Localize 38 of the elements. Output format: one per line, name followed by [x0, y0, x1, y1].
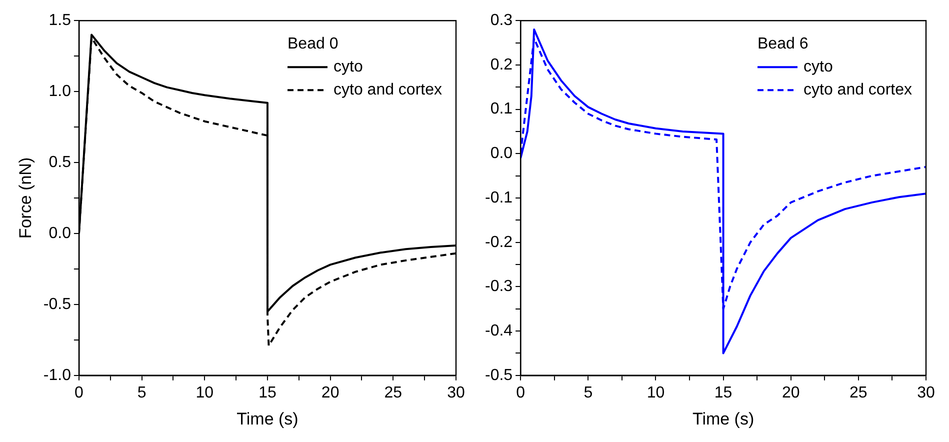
- y-tick-label: 0.0: [48, 224, 72, 242]
- y-axis-title: Force (nN): [16, 157, 35, 239]
- x-tick-label: 0: [516, 384, 526, 402]
- x-tick-label: 0: [74, 384, 84, 402]
- x-tick-label: 20: [782, 384, 800, 402]
- y-tick-label: 1.5: [48, 12, 72, 30]
- legend-title: Bead 6: [758, 36, 808, 53]
- y-tick-label: -0.1: [484, 189, 513, 206]
- x-tick-label: 15: [258, 384, 276, 402]
- y-tick-label: 0.2: [490, 56, 513, 74]
- y-tick-label: 0.1: [490, 100, 513, 118]
- x-tick-label: 15: [714, 384, 732, 402]
- x-tick-label: 30: [917, 384, 935, 402]
- y-tick-label: 0.0: [490, 145, 513, 162]
- y-tick-label: -0.2: [484, 234, 513, 251]
- x-tick-label: 30: [447, 384, 465, 402]
- y-tick-label: -0.3: [484, 278, 513, 296]
- x-tick-label: 20: [321, 384, 340, 402]
- y-tick-label: 0.5: [48, 154, 72, 171]
- x-tick-label: 5: [584, 384, 593, 402]
- legend-title: Bead 0: [288, 36, 338, 53]
- legend-label: cyto: [334, 58, 363, 76]
- legend-label: cyto and cortex: [804, 82, 912, 99]
- y-tick-label: -0.4: [484, 322, 513, 340]
- x-axis-title: Time (s): [236, 409, 298, 428]
- legend-label: cyto and cortex: [334, 82, 442, 99]
- x-tick-label: 25: [850, 384, 868, 402]
- legend-label: cyto: [804, 58, 833, 76]
- x-tick-label: 5: [137, 384, 146, 402]
- y-tick-label: -0.5: [484, 366, 513, 384]
- y-tick-label: 0.3: [490, 12, 513, 30]
- y-tick-label: -1.0: [43, 366, 72, 384]
- y-tick-label: -0.5: [43, 296, 72, 313]
- x-tick-label: 10: [196, 384, 214, 402]
- x-tick-label: 10: [646, 384, 665, 402]
- x-tick-label: 25: [384, 384, 402, 402]
- y-tick-label: 1.0: [48, 82, 72, 100]
- x-axis-title: Time (s): [692, 409, 754, 428]
